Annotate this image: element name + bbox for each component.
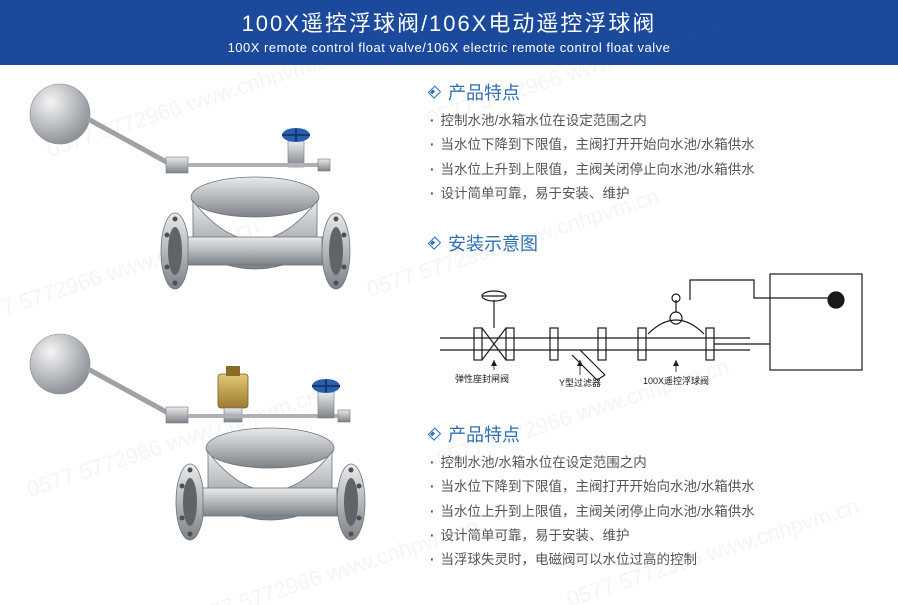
install-label: 弹性座封闸阀	[455, 373, 509, 384]
header-title-en: 100X remote control float valve/106X ele…	[0, 40, 898, 55]
list-item: 控制水池/水箱水位在设定范围之内	[430, 109, 878, 133]
content-area: 产品特点 控制水池/水箱水位在设定范围之内 当水位下降到下限值，主阀打开开始向水…	[0, 65, 898, 574]
features-bottom-list: 控制水池/水箱水位在设定范围之内 当水位下降到下限值，主阀打开开始向水池/水箱供…	[430, 451, 878, 572]
installation-diagram: 弹性座封闸阀 Y型过滤器 100X遥控浮球阀	[430, 260, 870, 400]
list-item: 当浮球失灵时，电磁阀可以水位过高的控制	[430, 548, 878, 572]
list-item: 设计简单可靠，易于安装、维护	[430, 524, 878, 548]
header-title-cn: 100X遥控浮球阀/106X电动遥控浮球阀	[0, 6, 898, 38]
installation-section: 安装示意图	[430, 230, 878, 405]
install-label: Y型过滤器	[559, 377, 601, 388]
features-top-list: 控制水池/水箱水位在设定范围之内 当水位下降到下限值，主阀打开开始向水池/水箱供…	[430, 109, 878, 206]
list-item: 设计简单可靠，易于安装、维护	[430, 182, 878, 206]
left-column	[20, 79, 430, 574]
install-label: 100X遥控浮球阀	[643, 375, 709, 386]
installation-heading-text: 安装示意图	[448, 230, 538, 256]
product-image-106x	[20, 314, 400, 574]
diamond-icon	[430, 86, 442, 98]
list-item: 当水位上升到上限值，主阀关闭停止向水池/水箱供水	[430, 158, 878, 182]
list-item: 当水位下降到下限值，主阀打开开始向水池/水箱供水	[430, 133, 878, 157]
features-top-heading: 产品特点	[430, 79, 878, 105]
features-top-heading-text: 产品特点	[448, 79, 520, 105]
features-bottom-heading-text: 产品特点	[448, 421, 520, 447]
features-bottom-heading: 产品特点	[430, 421, 878, 447]
list-item: 当水位上升到上限值，主阀关闭停止向水池/水箱供水	[430, 500, 878, 524]
list-item: 当水位下降到下限值，主阀打开开始向水池/水箱供水	[430, 475, 878, 499]
header-banner: 100X遥控浮球阀/106X电动遥控浮球阀 100X remote contro…	[0, 0, 898, 65]
product-image-100x	[20, 79, 400, 314]
features-bottom-section: 产品特点 控制水池/水箱水位在设定范围之内 当水位下降到下限值，主阀打开开始向水…	[430, 421, 878, 572]
diamond-icon	[430, 237, 442, 249]
right-column: 产品特点 控制水池/水箱水位在设定范围之内 当水位下降到下限值，主阀打开开始向水…	[430, 79, 878, 574]
list-item: 控制水池/水箱水位在设定范围之内	[430, 451, 878, 475]
installation-heading: 安装示意图	[430, 230, 878, 256]
features-top-section: 产品特点 控制水池/水箱水位在设定范围之内 当水位下降到下限值，主阀打开开始向水…	[430, 79, 878, 206]
diamond-icon	[430, 428, 442, 440]
